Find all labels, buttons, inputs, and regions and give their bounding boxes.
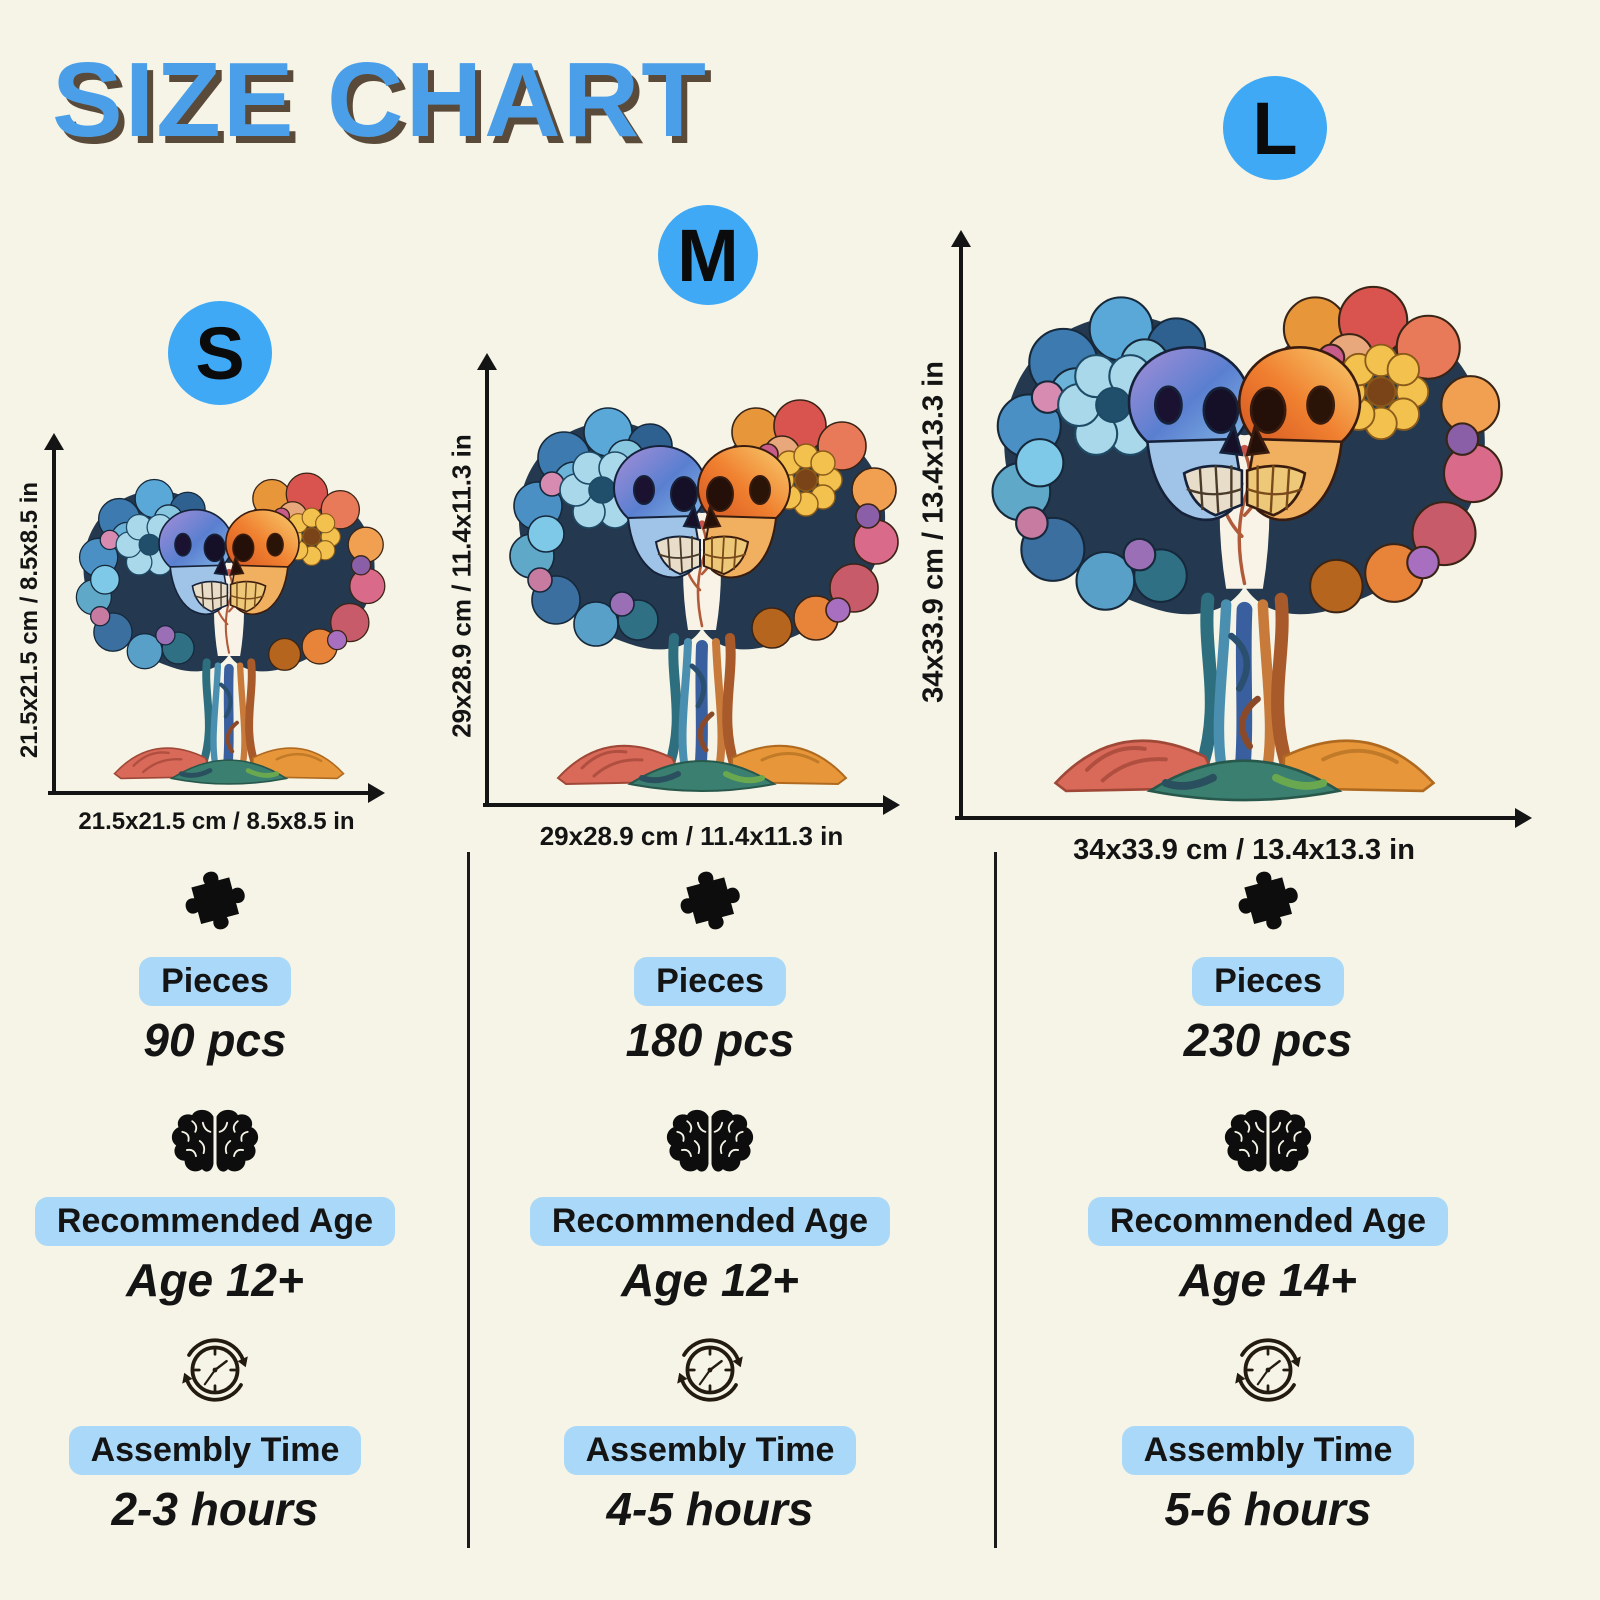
puzzle-artwork-m: [502, 366, 902, 806]
spec-column-m: Pieces 180 pcs Recommended Age Age 12+ A…: [500, 858, 920, 1535]
size-s-height-label: 21.5x21.5 cm / 8.5x8.5 in: [16, 481, 43, 759]
brain-icon: [1222, 1106, 1314, 1182]
size-l-circle-badge: L: [1223, 76, 1327, 180]
puzzle-piece-icon: [668, 858, 752, 942]
recommended-age-value: Age 12+: [126, 1253, 304, 1306]
pieces-label-badge: Pieces: [1192, 957, 1344, 1007]
page-title: SIZE CHART: [52, 41, 708, 159]
brain-icon: [664, 1106, 756, 1182]
size-l-letter: L: [1252, 86, 1298, 170]
pieces-label-badge: Pieces: [634, 957, 786, 1007]
clock-icon: [669, 1329, 751, 1411]
assembly-time-value: 4-5 hours: [606, 1483, 814, 1536]
puzzle-piece-icon: [1226, 858, 1310, 942]
puzzle-artwork-l: [982, 242, 1507, 820]
recommended-age-label-badge: Recommended Age: [529, 1196, 891, 1246]
size-l-height-label: 34x33.9 cm / 13.4x13.3 in: [917, 361, 950, 703]
pieces-value: 90 pcs: [143, 1014, 287, 1067]
size-l-width-arrow: [955, 816, 1517, 820]
divider-line-left: [467, 852, 470, 1548]
pieces-value: 180 pcs: [625, 1014, 795, 1067]
puzzle-artwork-s: [70, 446, 388, 796]
size-s-width-arrow: [48, 791, 370, 795]
size-s-height-arrow: [52, 448, 56, 793]
size-m-height-arrow: [485, 368, 489, 805]
assembly-time-value: 2-3 hours: [111, 1483, 319, 1536]
recommended-age-label-badge: Recommended Age: [34, 1196, 396, 1246]
pieces-value: 230 pcs: [1183, 1014, 1353, 1067]
divider-line-right: [994, 852, 997, 1548]
puzzle-piece-icon: [173, 858, 257, 942]
assembly-time-label-badge: Assembly Time: [1121, 1426, 1415, 1476]
spec-column-l: Pieces 230 pcs Recommended Age Age 14+ A…: [1058, 858, 1478, 1535]
assembly-time-label-badge: Assembly Time: [68, 1426, 362, 1476]
clock-icon: [174, 1329, 256, 1411]
recommended-age-value: Age 14+: [1179, 1253, 1357, 1306]
size-s-letter: S: [195, 311, 245, 395]
assembly-time-label-badge: Assembly Time: [563, 1426, 857, 1476]
pieces-label-badge: Pieces: [139, 957, 291, 1007]
size-m-width-arrow: [483, 803, 885, 807]
size-m-width-label: 29x28.9 cm / 11.4x11.3 in: [539, 821, 844, 851]
recommended-age-label-badge: Recommended Age: [1087, 1196, 1449, 1246]
clock-icon: [1227, 1329, 1309, 1411]
size-s-circle-badge: S: [168, 301, 272, 405]
size-l-height-arrow: [959, 245, 963, 818]
size-l-width-label: 34x33.9 cm / 13.4x13.3 in: [1073, 834, 1415, 866]
assembly-time-value: 5-6 hours: [1164, 1483, 1372, 1536]
size-s-width-label: 21.5x21.5 cm / 8.5x8.5 in: [78, 808, 355, 835]
size-m-circle-badge: M: [658, 205, 758, 305]
brain-icon: [169, 1106, 261, 1182]
size-m-letter: M: [677, 213, 739, 297]
spec-column-s: Pieces 90 pcs Recommended Age Age 12+ As…: [5, 858, 425, 1535]
recommended-age-value: Age 12+: [621, 1253, 799, 1306]
size-m-height-label: 29x28.9 cm / 11.4x11.3 in: [446, 434, 477, 738]
